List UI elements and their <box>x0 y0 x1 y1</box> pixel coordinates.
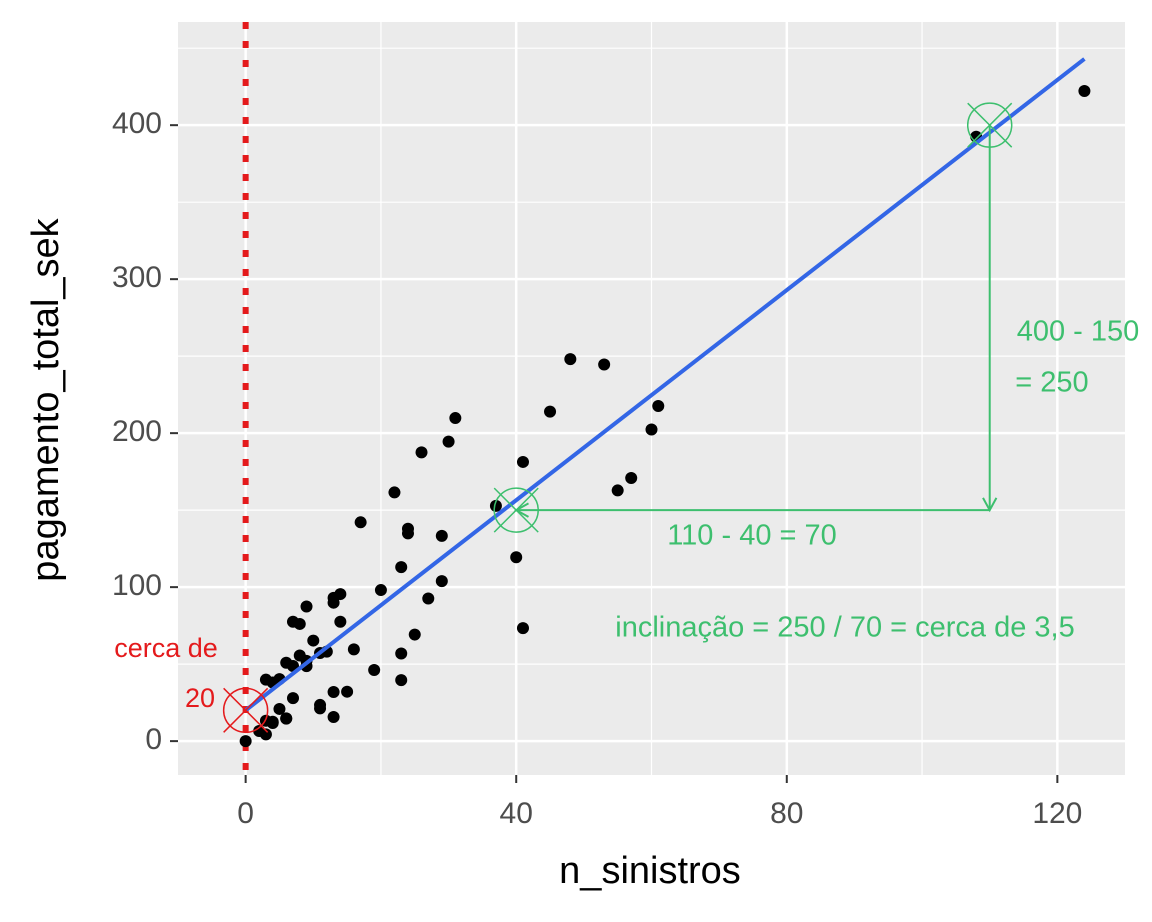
point <box>347 643 360 656</box>
point <box>435 575 448 588</box>
point <box>239 735 252 748</box>
regression-line <box>244 57 1086 712</box>
point <box>280 712 293 725</box>
x-tick-label: 80 <box>770 797 803 830</box>
y-tick-label: 300 <box>112 261 162 294</box>
point <box>300 600 313 613</box>
point <box>408 628 421 641</box>
point <box>449 412 462 425</box>
point <box>645 423 658 436</box>
x-tick-label: 40 <box>500 797 533 830</box>
point <box>611 484 624 497</box>
point <box>307 634 320 647</box>
x-axis-title: n_sinistros <box>559 850 741 892</box>
point <box>415 446 428 459</box>
point <box>334 615 347 628</box>
point <box>401 522 414 535</box>
point <box>368 663 381 676</box>
annotation: = 250 <box>1015 367 1088 399</box>
point <box>510 551 523 564</box>
point <box>598 358 611 371</box>
point <box>327 710 340 723</box>
arrow-head <box>982 497 998 513</box>
point <box>259 728 272 741</box>
point <box>259 673 272 686</box>
point <box>422 592 435 605</box>
point <box>273 702 286 715</box>
point <box>395 647 408 660</box>
x-tick-label: 120 <box>1032 797 1082 830</box>
annotation: 400 - 150 <box>1017 316 1140 348</box>
point <box>334 588 347 601</box>
point <box>516 455 529 468</box>
arrow-head <box>514 502 529 518</box>
annotation: inclinação = 250 / 70 = cerca de 3,5 <box>615 612 1074 644</box>
point <box>652 400 665 413</box>
x-tick-label: 0 <box>237 797 254 830</box>
point <box>388 486 401 499</box>
point <box>286 692 299 705</box>
point <box>266 715 279 728</box>
point <box>544 405 557 418</box>
annotation: 20 <box>185 683 215 713</box>
point <box>374 584 387 597</box>
y-tick-label: 0 <box>145 723 162 756</box>
point <box>395 674 408 687</box>
point <box>341 685 354 698</box>
annotation: 110 - 40 = 70 <box>667 520 837 552</box>
marker-circle <box>222 687 269 734</box>
point <box>435 529 448 542</box>
point <box>395 561 408 574</box>
y-tick-label: 200 <box>112 415 162 448</box>
point <box>564 353 577 366</box>
marker-cross <box>223 687 269 733</box>
point <box>327 686 340 699</box>
point <box>293 617 306 630</box>
annotation: cerca de <box>114 633 218 663</box>
y-tick-label: 400 <box>112 107 162 140</box>
point <box>625 471 638 484</box>
point <box>280 656 293 669</box>
y-axis-title: pagamento_total_sek <box>25 217 67 581</box>
point <box>1078 84 1091 97</box>
point <box>293 649 306 662</box>
point <box>442 435 455 448</box>
point <box>314 702 327 715</box>
point <box>354 516 367 529</box>
point <box>516 622 529 635</box>
point <box>489 499 502 512</box>
y-tick-label: 100 <box>112 569 162 602</box>
